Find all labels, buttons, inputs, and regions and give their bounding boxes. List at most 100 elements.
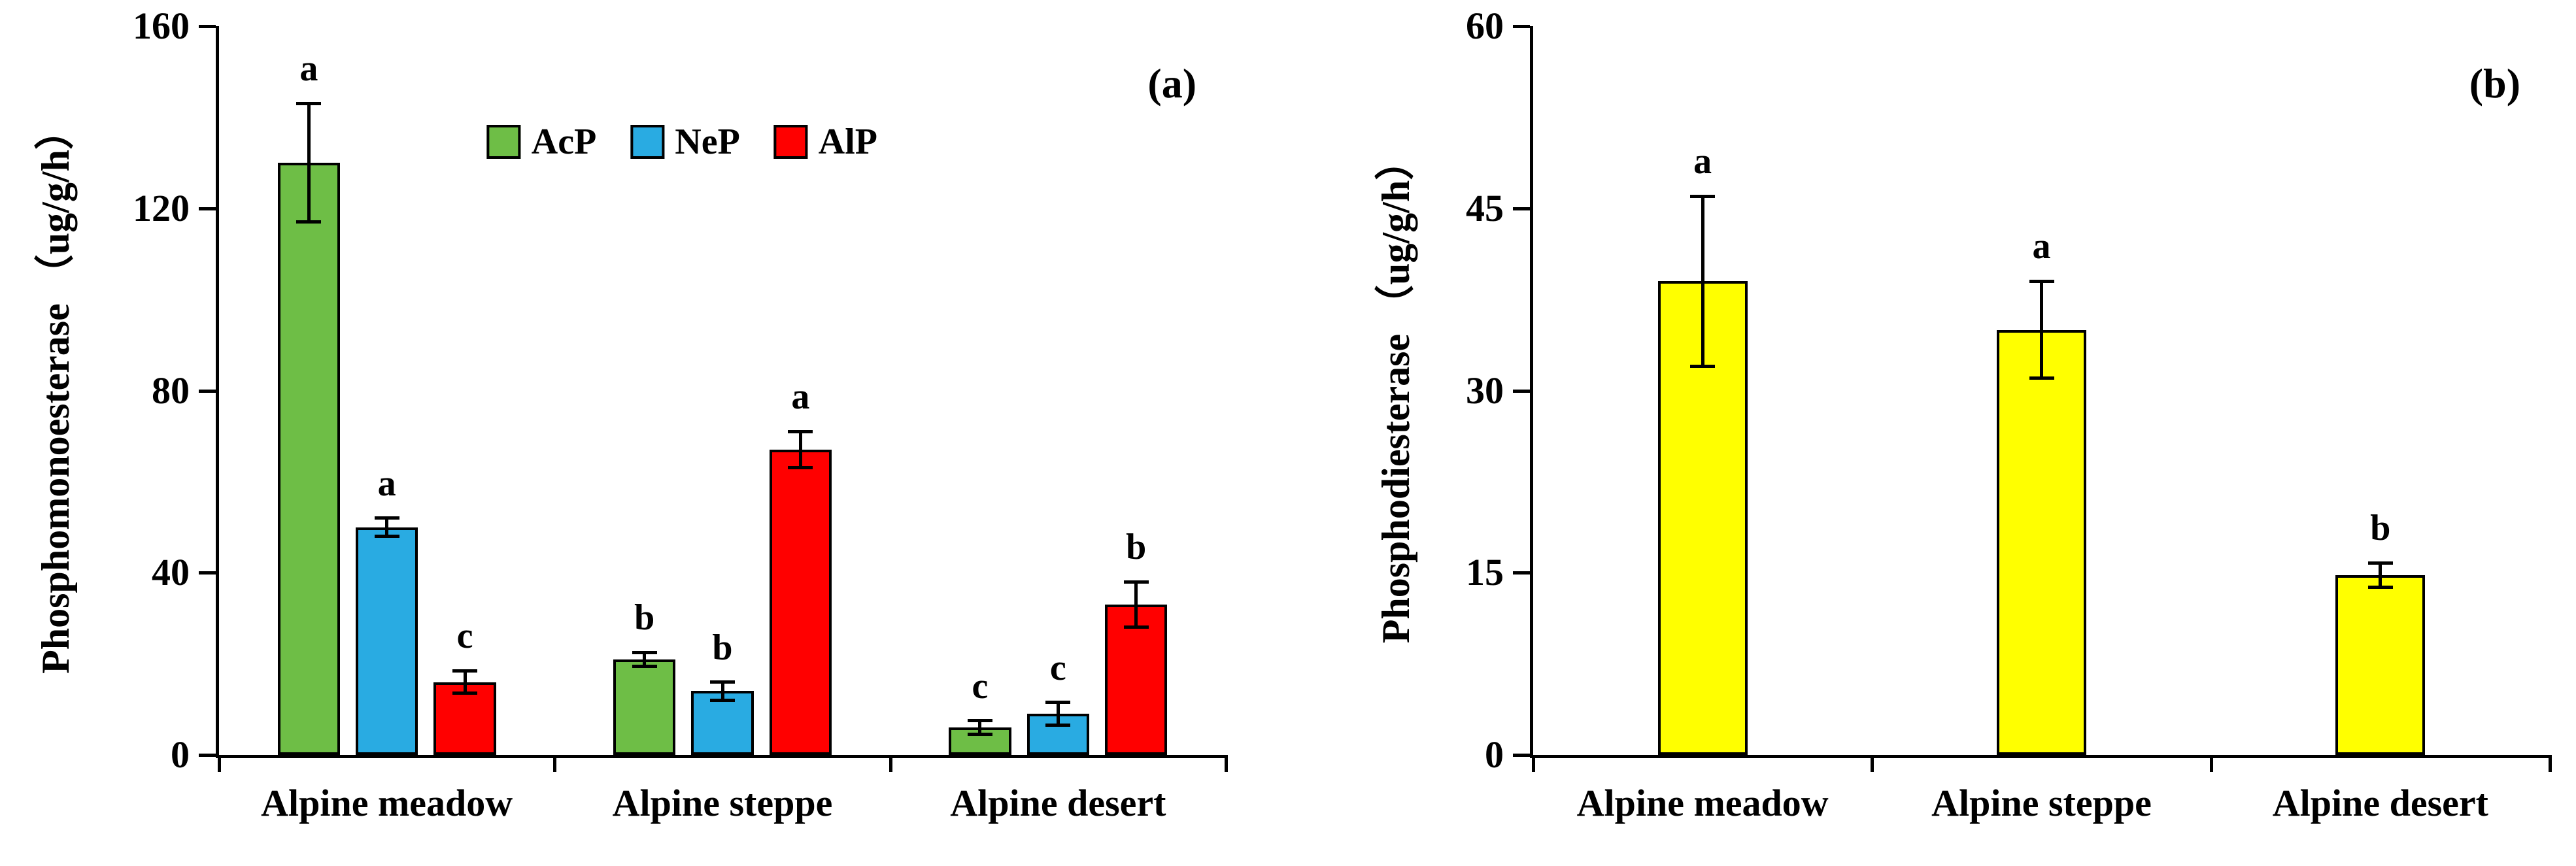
bar — [277, 163, 341, 755]
error-bar-cap — [1045, 701, 1071, 705]
significance-letter: b — [712, 627, 733, 668]
y-tick-label: 40 — [152, 551, 190, 594]
error-bar-cap — [967, 733, 992, 737]
plot-area-b: (b) Alpine meadow Alpine steppe Alpine des… — [1530, 26, 2552, 824]
error-bar-cap — [1123, 580, 1149, 584]
y-tick-mark — [1513, 571, 1530, 575]
error-bar — [1134, 582, 1138, 627]
y-axis-title-a: Phosphomonoesterase （ug/g/h） — [34, 110, 77, 674]
y-tick-mark — [1513, 754, 1530, 757]
y-tick-mark — [199, 389, 216, 393]
panel-label-a: (a) — [1147, 60, 1196, 107]
x-tick-mark — [1532, 755, 1535, 772]
y-tick-label: 45 — [1466, 186, 1504, 229]
significance-letter: b — [1126, 527, 1147, 568]
legend-item: AlP — [773, 122, 878, 162]
significance-letter: a — [299, 48, 318, 90]
legend-item: NeP — [630, 123, 740, 161]
error-bar-cap — [1045, 724, 1071, 727]
plot-area-a: (a) Alpine meadow Alpine steppe Alpine des… — [216, 26, 1228, 824]
error-bar — [1701, 196, 1704, 367]
y-tick-mark — [199, 207, 216, 210]
error-bar — [1056, 702, 1060, 725]
error-bar-cap — [452, 669, 478, 673]
x-category-label: Alpine steppe — [612, 782, 833, 824]
x-tick-mark — [2209, 755, 2213, 772]
y-tick-label: 120 — [133, 186, 190, 229]
y-tick-label: 0 — [1485, 733, 1504, 776]
x-category-label: Alpine desert — [950, 782, 1166, 824]
x-tick-mark — [553, 755, 557, 772]
y-tick-mark — [199, 754, 216, 757]
significance-letter: a — [377, 463, 396, 504]
error-bar — [2379, 563, 2382, 588]
y-tick-mark — [199, 25, 216, 28]
legend-item: AcP — [486, 122, 597, 162]
bar — [1104, 605, 1168, 755]
error-bar-cap — [788, 429, 813, 433]
legend-label: NeP — [675, 122, 740, 162]
panel-label-b: (b) — [2469, 60, 2520, 107]
legend-swatch — [486, 125, 521, 159]
x-category-label: Alpine desert — [2272, 782, 2488, 824]
chart-panel-b: Phosphodiesterase （ug/g/h） (b) Alpine me… — [1288, 0, 2576, 866]
legend-swatch — [773, 125, 808, 159]
y-tick-mark — [1513, 25, 1530, 28]
error-bar — [798, 431, 802, 468]
x-tick-mark — [1871, 755, 1874, 772]
error-bar-cap — [632, 664, 657, 668]
chart-panel-a: Phosphomonoesterase （ug/g/h） (a) Alpine … — [34, 5, 1228, 824]
legend-swatch — [630, 125, 665, 159]
x-tick-mark — [1225, 755, 1228, 772]
x-tick-mark — [889, 755, 892, 772]
error-bar — [720, 682, 724, 701]
error-bar-cap — [2029, 279, 2054, 283]
error-bar-cap — [1123, 625, 1149, 629]
y-tick-label: 0 — [171, 733, 190, 776]
error-bar-cap — [710, 680, 735, 684]
significance-letter: a — [791, 376, 810, 418]
legend-label: AcP — [531, 122, 597, 162]
error-bar-cap — [2367, 586, 2393, 590]
error-bar — [643, 652, 647, 667]
error-bar — [2040, 281, 2043, 378]
error-bar-cap — [296, 220, 322, 224]
error-bar-cap — [632, 650, 657, 654]
error-bar-cap — [967, 719, 992, 723]
error-bar-cap — [452, 691, 478, 695]
error-bar-cap — [374, 535, 399, 538]
y-tick-label: 80 — [152, 369, 190, 412]
x-category-label: Alpine steppe — [1931, 782, 2152, 824]
error-bar-cap — [2029, 376, 2054, 380]
y-tick-mark — [1513, 207, 1530, 210]
x-tick-mark — [218, 755, 221, 772]
y-tick-label: 30 — [1466, 369, 1504, 412]
error-bar-cap — [296, 101, 322, 105]
significance-letter: b — [634, 597, 655, 639]
bar — [1997, 329, 2086, 755]
legend: AcP NeP AlP — [486, 122, 878, 162]
error-bar-cap — [788, 466, 813, 470]
x-category-label: Alpine meadow — [261, 782, 513, 824]
error-bar — [463, 671, 467, 693]
x-category-label: Alpine meadow — [1576, 782, 1829, 824]
y-tick-label: 160 — [133, 5, 190, 47]
error-bar — [978, 720, 982, 735]
legend-label: AlP — [818, 122, 878, 162]
x-tick-mark — [2549, 755, 2552, 772]
error-bar-cap — [1690, 194, 1716, 198]
error-bar — [307, 103, 311, 222]
significance-letter: c — [1049, 647, 1066, 688]
error-bar-cap — [1690, 364, 1716, 368]
error-bar-cap — [374, 516, 399, 520]
y-tick-label: 60 — [1466, 5, 1504, 47]
bar — [769, 450, 832, 755]
significance-letter: a — [1693, 141, 1712, 182]
y-tick-mark — [199, 571, 216, 575]
significance-letter: a — [2032, 226, 2051, 267]
bar — [2335, 575, 2426, 755]
significance-letter: b — [2370, 508, 2391, 549]
y-tick-label: 15 — [1466, 551, 1504, 594]
bar — [355, 527, 418, 755]
